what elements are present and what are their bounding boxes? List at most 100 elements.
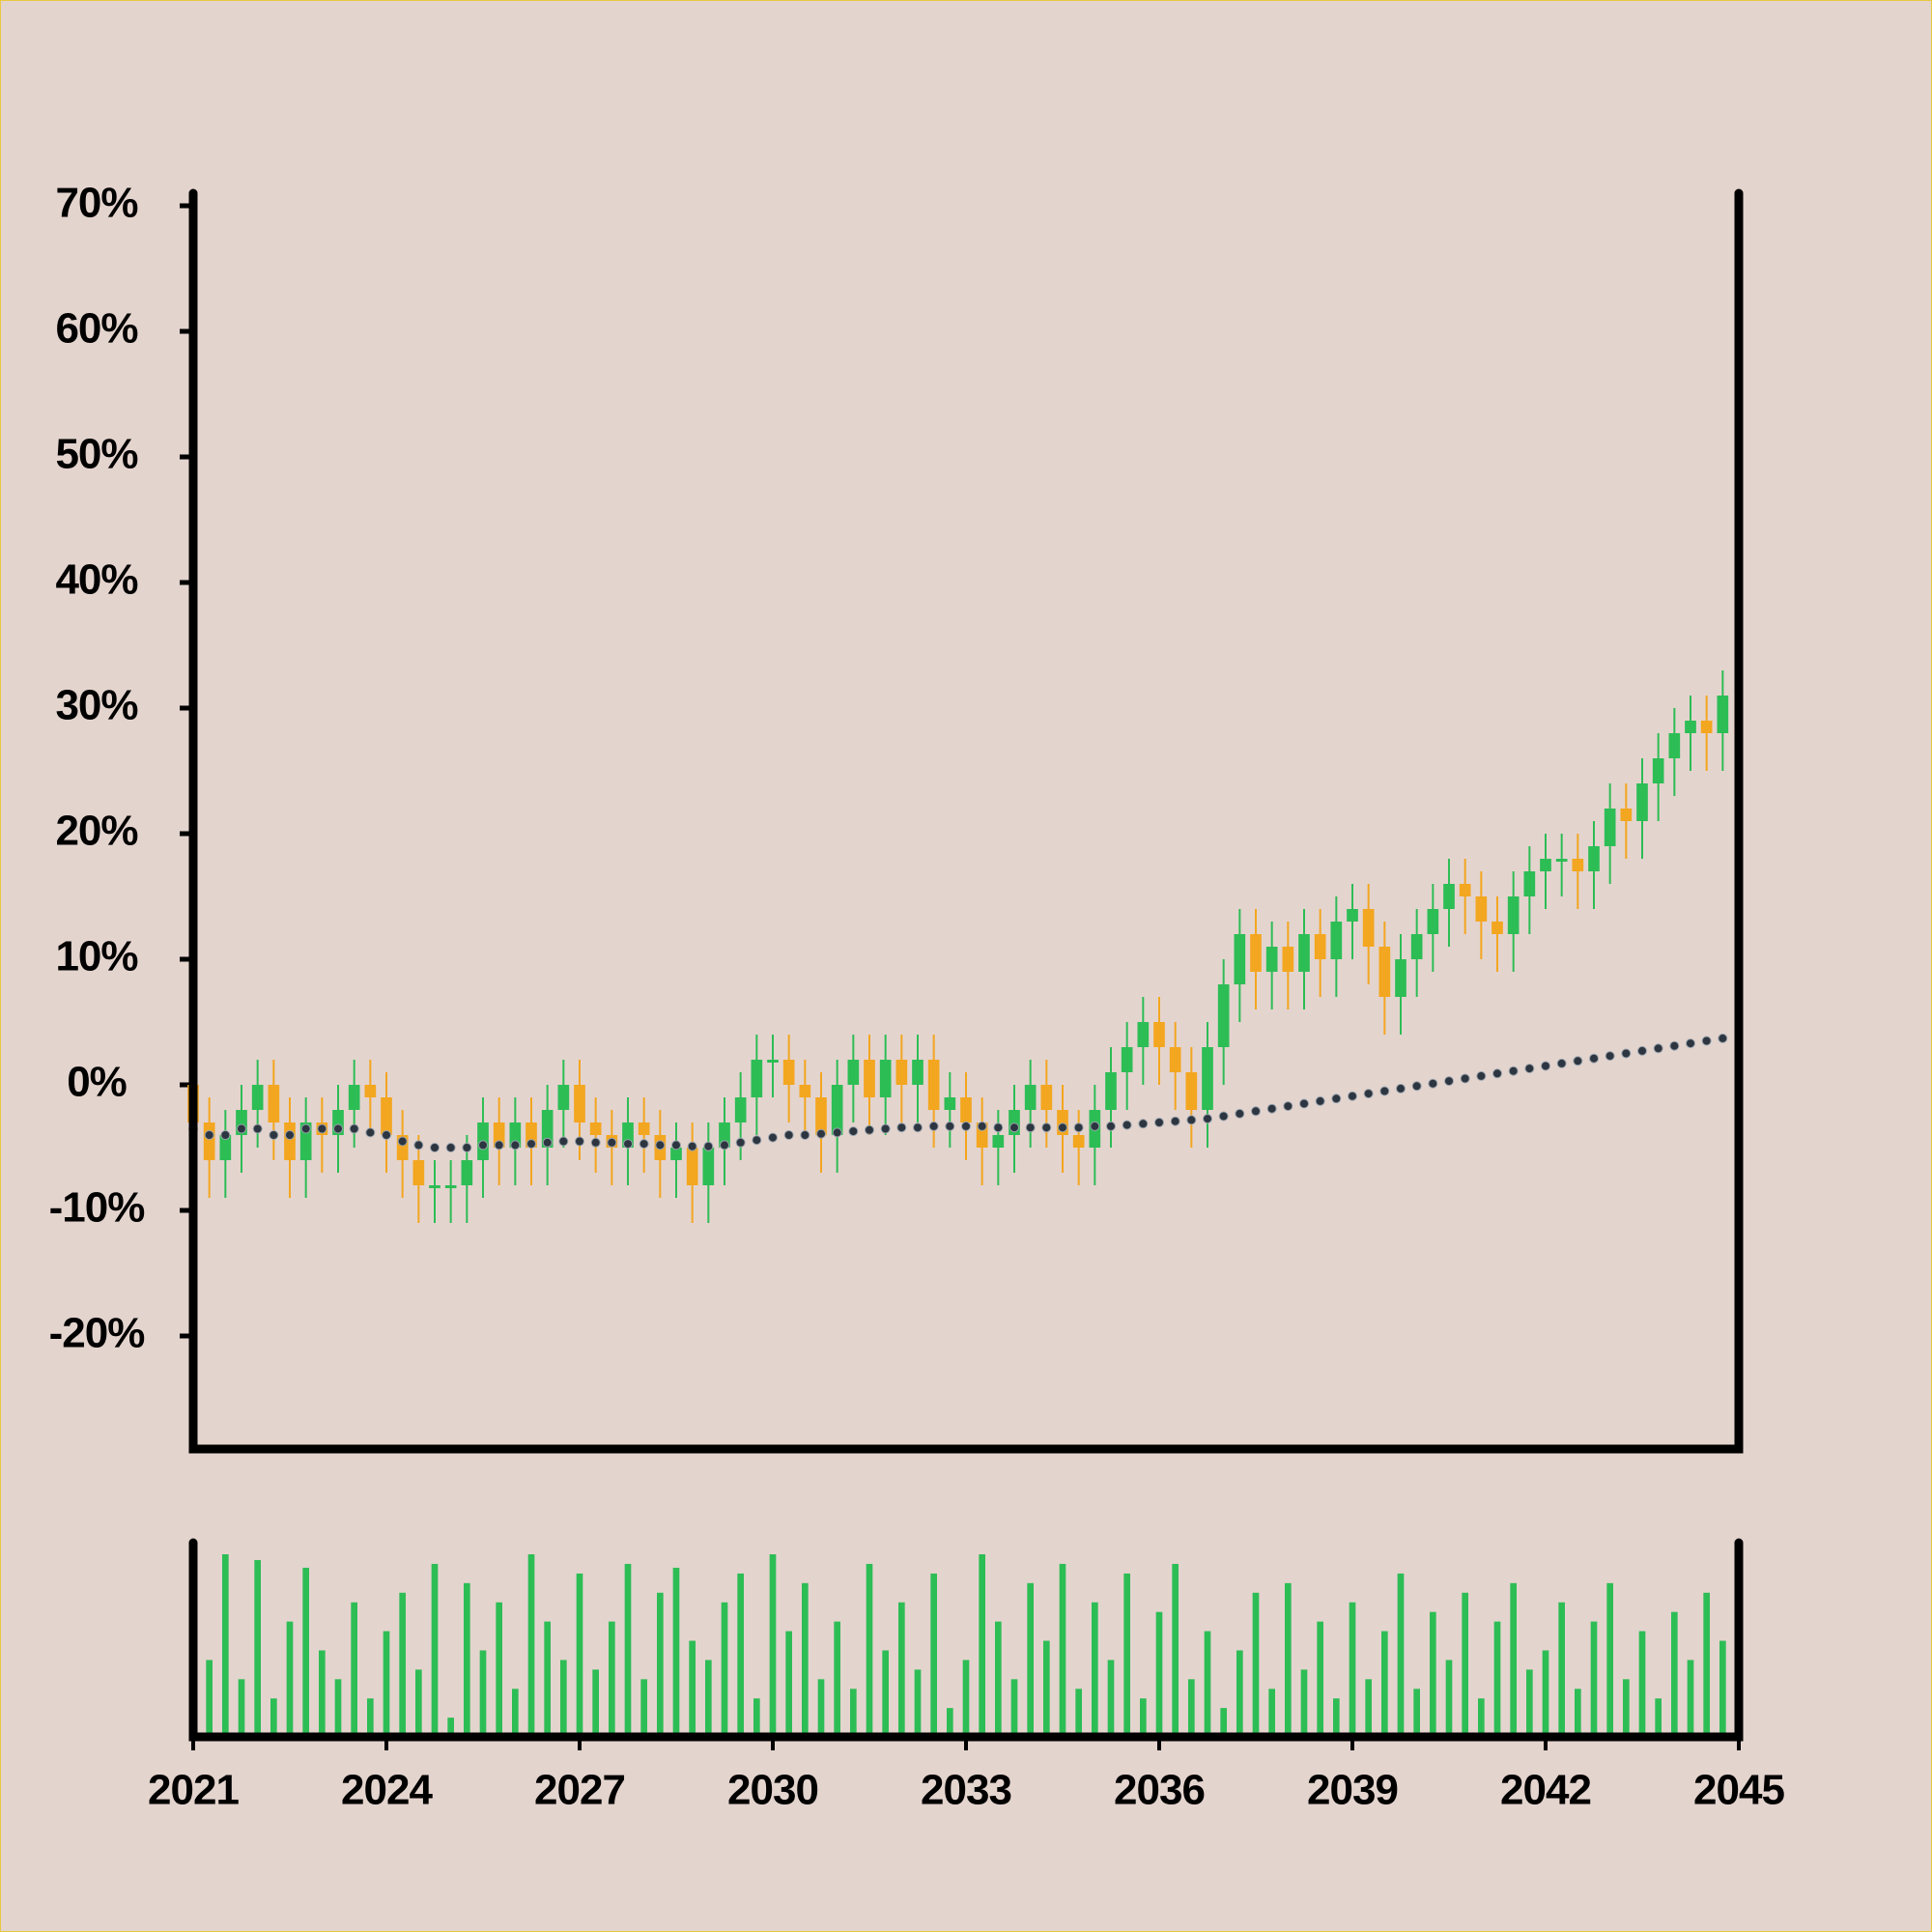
ma-dot — [526, 1139, 536, 1150]
candle-body — [1410, 934, 1423, 959]
y-tick-label: -10% — [49, 1184, 145, 1232]
volume-bar — [560, 1660, 567, 1737]
candle-body — [1492, 922, 1503, 934]
candle-body — [444, 1185, 457, 1188]
candle-body — [815, 1097, 827, 1135]
main-frame — [188, 188, 1744, 1454]
y-tick-label: 0% — [67, 1059, 127, 1106]
candle-body — [767, 1060, 779, 1063]
volume-bar — [1236, 1650, 1243, 1737]
ma-dot — [558, 1136, 569, 1147]
candle-body — [1652, 758, 1664, 783]
y-tick-label: 20% — [55, 808, 137, 855]
volume-bar — [1445, 1660, 1453, 1737]
candle-body — [1105, 1072, 1117, 1110]
ma-dot — [1379, 1086, 1390, 1096]
volume-bar — [1285, 1582, 1292, 1737]
volume-bar — [1075, 1689, 1082, 1737]
volume-bar — [866, 1563, 873, 1737]
ma-dot — [1573, 1056, 1583, 1066]
volume-bar — [1542, 1650, 1549, 1737]
ma-dot — [945, 1121, 955, 1131]
ma-dot — [1524, 1064, 1535, 1074]
volume-bar — [319, 1650, 326, 1737]
y-tick-label: -20% — [49, 1310, 145, 1357]
candle-body — [1668, 733, 1681, 758]
candle-body — [1057, 1110, 1068, 1135]
ma-dot — [687, 1141, 697, 1151]
x-tick-label: 2045 — [1693, 1767, 1784, 1814]
ma-dot — [494, 1140, 504, 1151]
candle-body — [1121, 1047, 1133, 1072]
candle-body — [944, 1097, 956, 1110]
volume-bar — [1478, 1698, 1485, 1737]
candle-body — [1250, 934, 1262, 972]
ma-dot — [1508, 1065, 1519, 1076]
volume-bar — [1204, 1631, 1211, 1737]
y-tick-label: 70% — [55, 180, 137, 227]
ma-dot — [1476, 1070, 1487, 1081]
ma-dot — [928, 1121, 939, 1131]
candle-body — [1282, 947, 1294, 972]
candle-body — [332, 1110, 344, 1135]
ma-dot — [896, 1122, 907, 1133]
ma-dot — [1138, 1119, 1149, 1129]
x-tick-label: 2024 — [341, 1767, 433, 1814]
candle-body — [203, 1122, 215, 1160]
volume-bar — [1140, 1698, 1147, 1737]
candle-body — [734, 1097, 747, 1122]
candle-body — [299, 1122, 312, 1160]
volume-bar — [367, 1698, 374, 1737]
volume-bar — [1333, 1698, 1340, 1737]
ma-dot — [1411, 1081, 1422, 1092]
ma-dot — [1348, 1091, 1357, 1101]
ma-dot — [317, 1123, 327, 1134]
ma-dot — [1718, 1033, 1728, 1043]
candle-body — [284, 1122, 296, 1160]
ma-dot — [752, 1135, 762, 1146]
volume-bar — [1172, 1563, 1179, 1737]
volume-bar — [882, 1650, 889, 1737]
volume-bar — [399, 1592, 406, 1737]
ma-dot — [462, 1143, 472, 1152]
candle-body — [751, 1060, 763, 1097]
candle-body — [1540, 859, 1551, 871]
candle-body — [864, 1060, 875, 1097]
volume-bar — [705, 1660, 712, 1737]
volume-bar — [914, 1669, 922, 1737]
volume-bar — [496, 1602, 502, 1737]
candle-body — [1572, 859, 1584, 871]
x-tick-label: 2039 — [1307, 1767, 1398, 1814]
candle-body — [1588, 846, 1600, 871]
ma-dot — [1025, 1122, 1036, 1133]
x-tick-label: 2033 — [921, 1767, 1011, 1814]
ma-dot — [1363, 1089, 1374, 1099]
volume-bar — [1349, 1602, 1356, 1737]
volume-bar — [527, 1554, 535, 1737]
ma-dot — [575, 1136, 584, 1147]
volume-bar — [447, 1718, 454, 1737]
volume-bar — [624, 1563, 632, 1737]
ma-dot — [1073, 1122, 1084, 1133]
volume-bar — [1188, 1679, 1195, 1737]
volume-bar — [785, 1631, 792, 1737]
volume-bar — [286, 1621, 294, 1737]
candle-body — [1443, 884, 1455, 909]
candle-body — [782, 1060, 795, 1085]
volume-bar — [1252, 1592, 1260, 1737]
candle-body — [912, 1060, 923, 1085]
ma-dot — [800, 1130, 810, 1140]
candle-body — [1330, 922, 1343, 959]
volume-bar — [1220, 1708, 1227, 1737]
ma-dot — [1556, 1058, 1567, 1068]
ma-dot — [1106, 1121, 1116, 1131]
volume-bar — [512, 1689, 519, 1737]
candle-body — [1040, 1085, 1053, 1110]
candle-body — [1314, 934, 1326, 959]
volume-bar — [657, 1592, 664, 1737]
ma-dot — [961, 1121, 971, 1131]
volume-bar — [1606, 1582, 1613, 1737]
candle-body — [429, 1185, 440, 1188]
ma-dot — [1218, 1111, 1229, 1122]
candle-body — [622, 1122, 634, 1148]
